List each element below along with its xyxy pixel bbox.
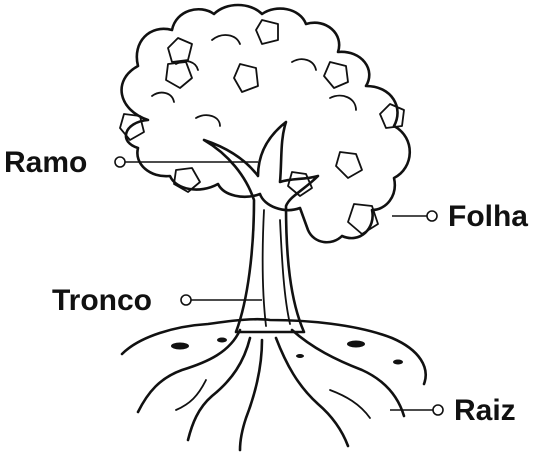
tree-trunk: [202, 120, 320, 334]
label-root: Raiz: [454, 394, 516, 427]
tree-canopy: [120, 3, 411, 244]
label-leaders: [114, 156, 444, 416]
label-trunk: Tronco: [52, 284, 152, 317]
ground: [120, 317, 427, 386]
soil-stones: [171, 337, 403, 365]
canopy-texture: [151, 34, 357, 127]
trunk-bark: [261, 209, 291, 327]
label-branch: Ramo: [4, 146, 87, 179]
label-leaf: Folha: [448, 200, 528, 233]
tree-roots: [136, 328, 406, 452]
tree-leaves: [119, 19, 405, 235]
